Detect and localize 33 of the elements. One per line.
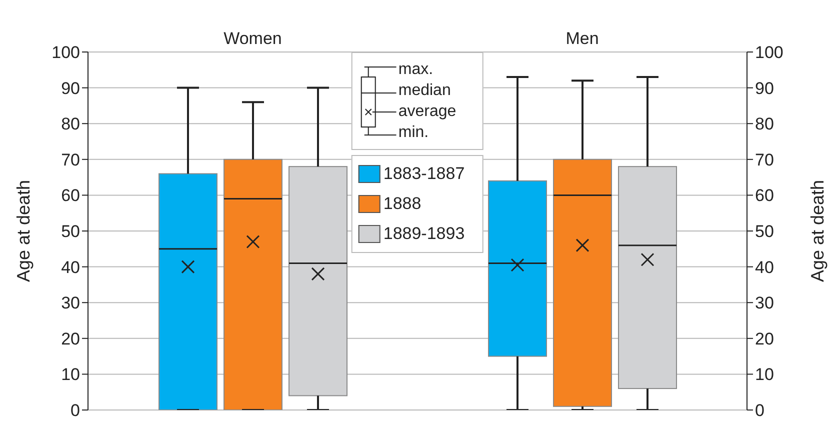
y2-tick-label: 40 (755, 258, 774, 277)
y-tick-label: 40 (61, 258, 80, 277)
y-tick-label: 10 (61, 365, 80, 384)
y-tick-label: 80 (61, 114, 80, 134)
y2-tick-label: 50 (755, 222, 774, 242)
y-tick-label: 100 (52, 43, 80, 62)
y-tick-label: 70 (61, 150, 80, 170)
y2-tick-label: 70 (755, 150, 774, 170)
annotation: max. (398, 60, 434, 80)
legend-label: 1889-1893 (383, 224, 465, 244)
y2-tick-label: 60 (755, 186, 774, 206)
y-tick-label: 20 (61, 329, 80, 348)
y-tick-label: 60 (61, 186, 80, 206)
y2-tick-label: 20 (755, 329, 774, 348)
x-tick-label: Women (224, 29, 282, 48)
y-tick-label: 30 (61, 294, 80, 313)
y2-tick-label: 10 (755, 365, 774, 384)
y2-axis-title: Age at death (807, 180, 828, 282)
x-tick-label: Men (566, 29, 599, 48)
y2-tick-label: 90 (755, 78, 774, 98)
annotation: average (398, 102, 456, 122)
y-tick-label: 50 (61, 222, 80, 242)
y2-tick-label: 80 (755, 114, 774, 134)
y-axis-title: Age at death (13, 180, 34, 282)
y2-tick-label: 0 (755, 401, 764, 420)
legend-label: 1888 (383, 194, 422, 214)
annotation: median (398, 81, 452, 101)
annotation: min. (398, 123, 430, 143)
y2-tick-label: 30 (755, 294, 774, 313)
legend-label: 1883-1887 (383, 164, 465, 184)
y2-tick-label: 100 (755, 43, 784, 62)
y-tick-label: 0 (70, 401, 80, 420)
y-tick-label: 90 (61, 78, 80, 98)
